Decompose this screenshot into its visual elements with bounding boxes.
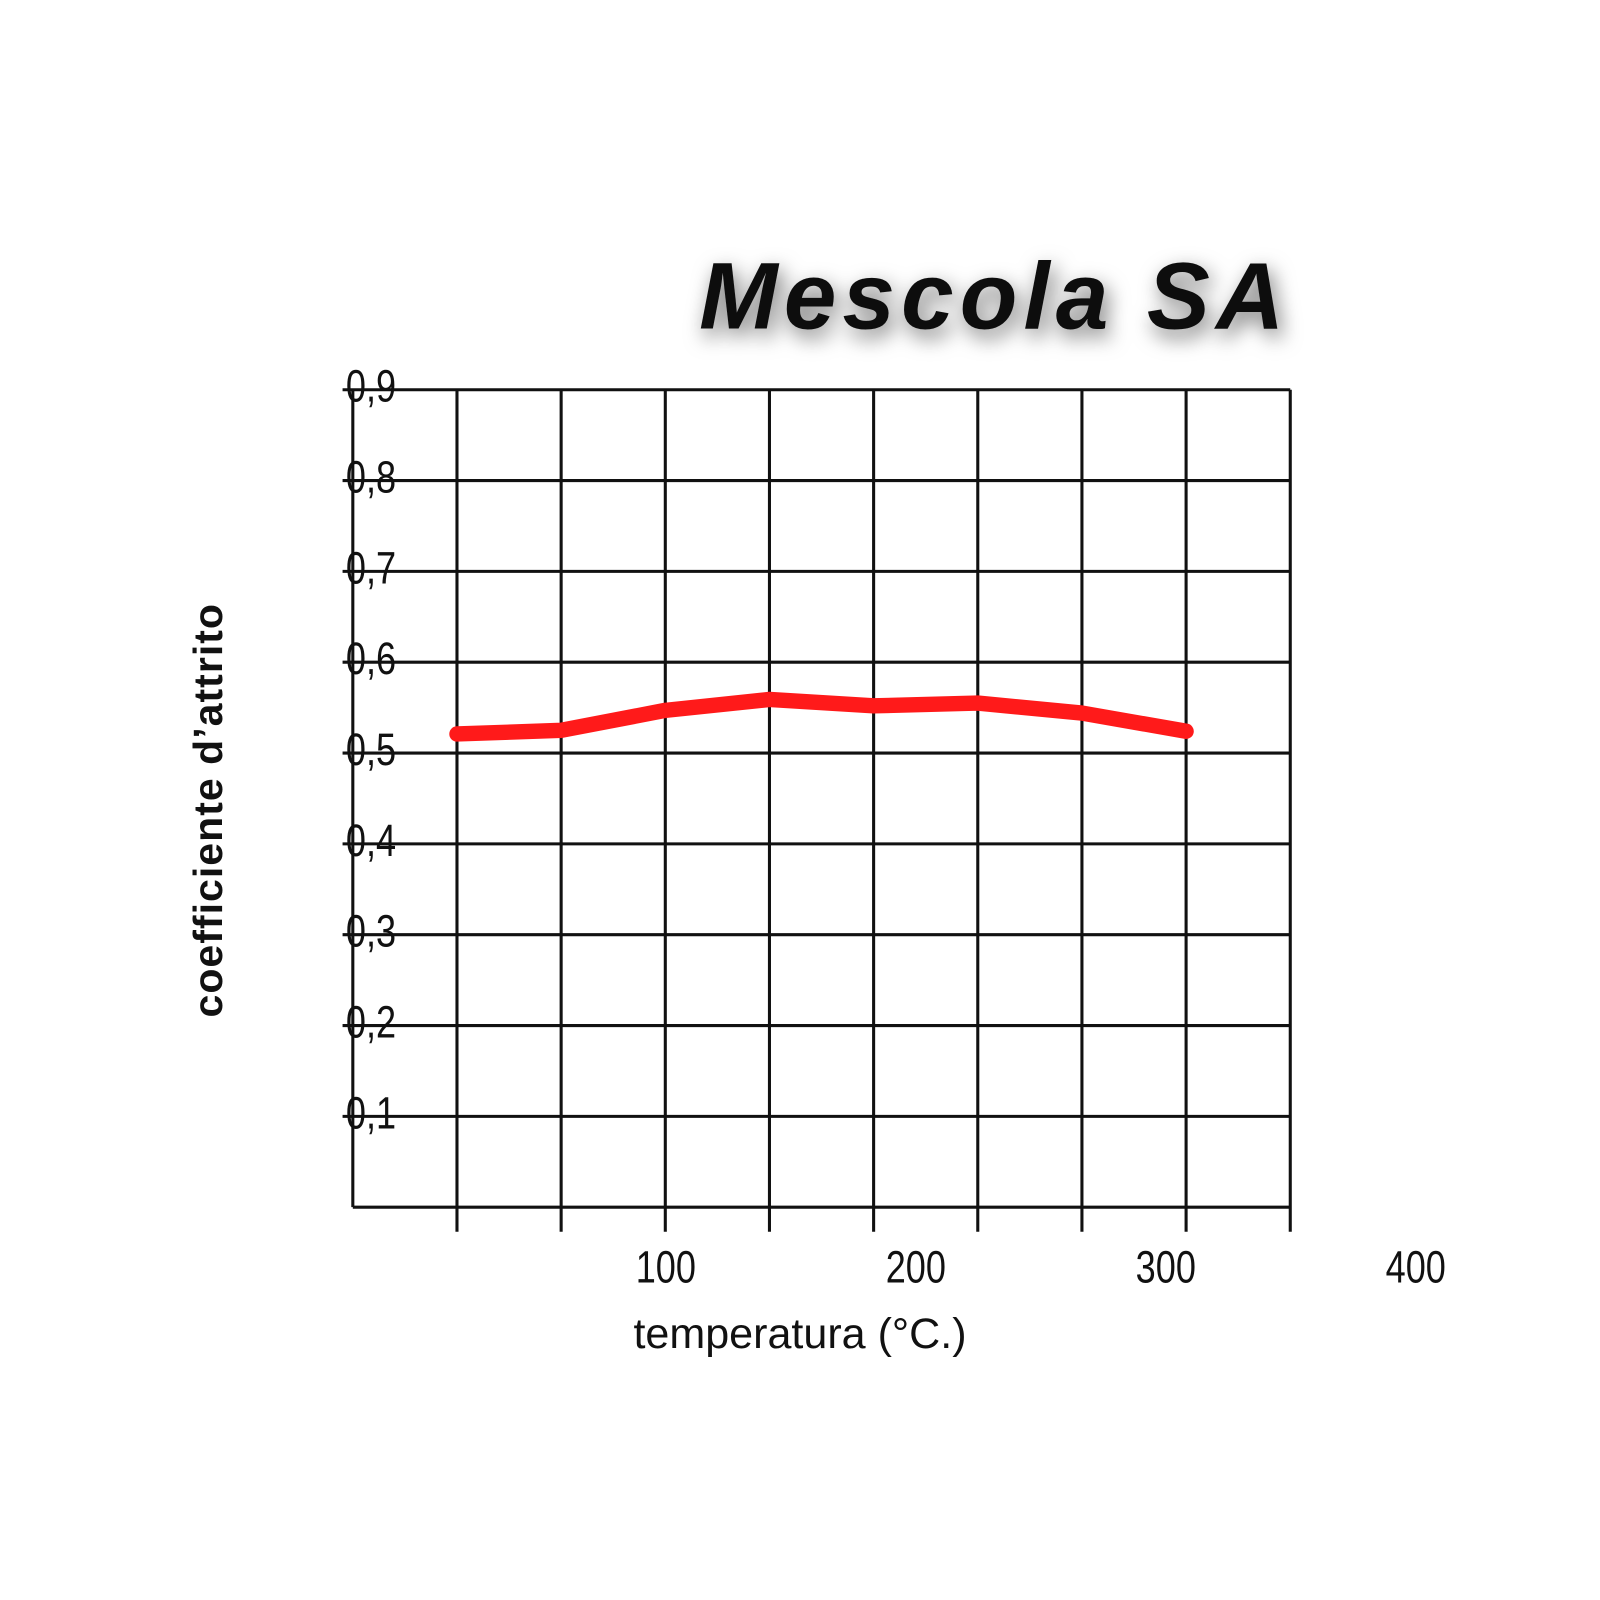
x-tick-label: 400	[1386, 1242, 1446, 1293]
y-tick-label: 0,4	[346, 815, 396, 866]
x-tick-label: 100	[636, 1242, 696, 1293]
data-line	[449, 691, 1194, 742]
y-tick-label: 0,7	[346, 542, 396, 593]
chart-title: Mescola SA	[699, 244, 1290, 349]
y-tick-label: 0,5	[346, 724, 396, 775]
x-tick-label: 300	[1136, 1242, 1196, 1293]
x-axis-label: temperatura (°C.)	[633, 1310, 966, 1358]
y-axis-label: coefficiente d’attrito	[185, 603, 231, 1018]
y-tick-label: 0,6	[346, 633, 396, 684]
y-tick-label: 0,2	[346, 997, 396, 1048]
y-tick-label: 0,3	[346, 906, 396, 957]
y-tick-label: 0,8	[346, 452, 396, 503]
y-tick-label: 0,1	[346, 1087, 396, 1138]
y-tick-label: 0,9	[346, 361, 396, 412]
x-tick-label: 200	[886, 1242, 946, 1293]
